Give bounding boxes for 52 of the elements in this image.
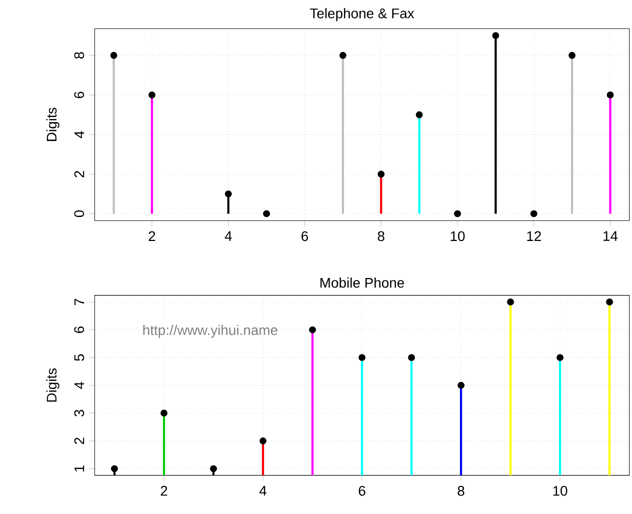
- x-tick-label: 6: [358, 486, 366, 496]
- x-tick-label: 4: [259, 486, 266, 496]
- point: [148, 92, 156, 98]
- y-tick-label: 8: [74, 52, 84, 59]
- point: [530, 210, 538, 218]
- x-tick-label: 6: [302, 231, 308, 242]
- point: [263, 210, 270, 218]
- y-tick-label: 4: [74, 131, 84, 138]
- y-tick-label: 5: [74, 354, 84, 361]
- point: [454, 210, 461, 218]
- y-tick-label: 6: [74, 326, 84, 333]
- point: [492, 32, 500, 40]
- point: [378, 170, 385, 178]
- point: [606, 298, 613, 306]
- x-tick-label: 2: [148, 231, 156, 241]
- point: [260, 437, 266, 444]
- x-tick-label: 14: [604, 231, 618, 241]
- x-tick-label: 8: [458, 486, 464, 496]
- x-tick-label: 8: [378, 231, 384, 242]
- x-tick-label: 10: [450, 231, 465, 242]
- chart-title: Mobile Phone: [320, 278, 404, 288]
- y-tick-label: 4: [74, 382, 84, 389]
- point: [568, 52, 576, 59]
- point: [224, 190, 232, 198]
- x-tick-label: 10: [553, 486, 568, 496]
- y-axis-title: Digits: [46, 368, 60, 402]
- point: [606, 92, 614, 98]
- y-tick-label: 0: [74, 210, 84, 218]
- point: [110, 52, 118, 59]
- y-tick-label: 2: [74, 438, 84, 444]
- point: [556, 354, 564, 362]
- point: [339, 52, 346, 59]
- y-tick-label: 7: [74, 298, 84, 306]
- y-axis-title: Digits: [46, 108, 60, 141]
- y-tick-label: 2: [74, 170, 84, 178]
- point: [210, 465, 217, 472]
- x-tick-label: 4: [224, 231, 232, 241]
- point: [507, 298, 514, 306]
- x-tick-label: 2: [160, 486, 168, 496]
- point: [111, 465, 118, 472]
- point: [416, 111, 423, 118]
- point: [408, 354, 415, 362]
- point: [309, 326, 316, 334]
- y-tick-label: 6: [74, 92, 84, 98]
- y-tick-label: 1: [74, 465, 84, 472]
- point: [458, 382, 464, 389]
- chart-title: Telephone & Fax: [310, 8, 414, 22]
- annotation: http://www.yihui.name: [143, 324, 278, 338]
- point: [358, 354, 366, 362]
- point: [160, 410, 168, 417]
- y-tick-label: 3: [74, 410, 84, 416]
- x-tick-label: 12: [527, 231, 541, 241]
